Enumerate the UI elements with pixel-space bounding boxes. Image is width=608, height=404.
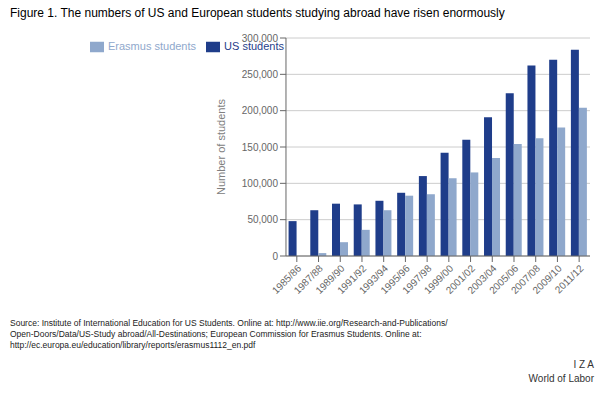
svg-text:Number of students: Number of students [215, 99, 227, 195]
svg-text:100,000: 100,000 [242, 178, 279, 189]
svg-text:300,000: 300,000 [242, 33, 279, 44]
svg-text:200,000: 200,000 [242, 105, 279, 116]
svg-text:50,000: 50,000 [247, 214, 278, 225]
svg-text:150,000: 150,000 [242, 142, 279, 153]
svg-text:2011/12: 2011/12 [553, 262, 586, 295]
svg-text:0: 0 [272, 251, 278, 262]
svg-text:250,000: 250,000 [242, 69, 279, 80]
